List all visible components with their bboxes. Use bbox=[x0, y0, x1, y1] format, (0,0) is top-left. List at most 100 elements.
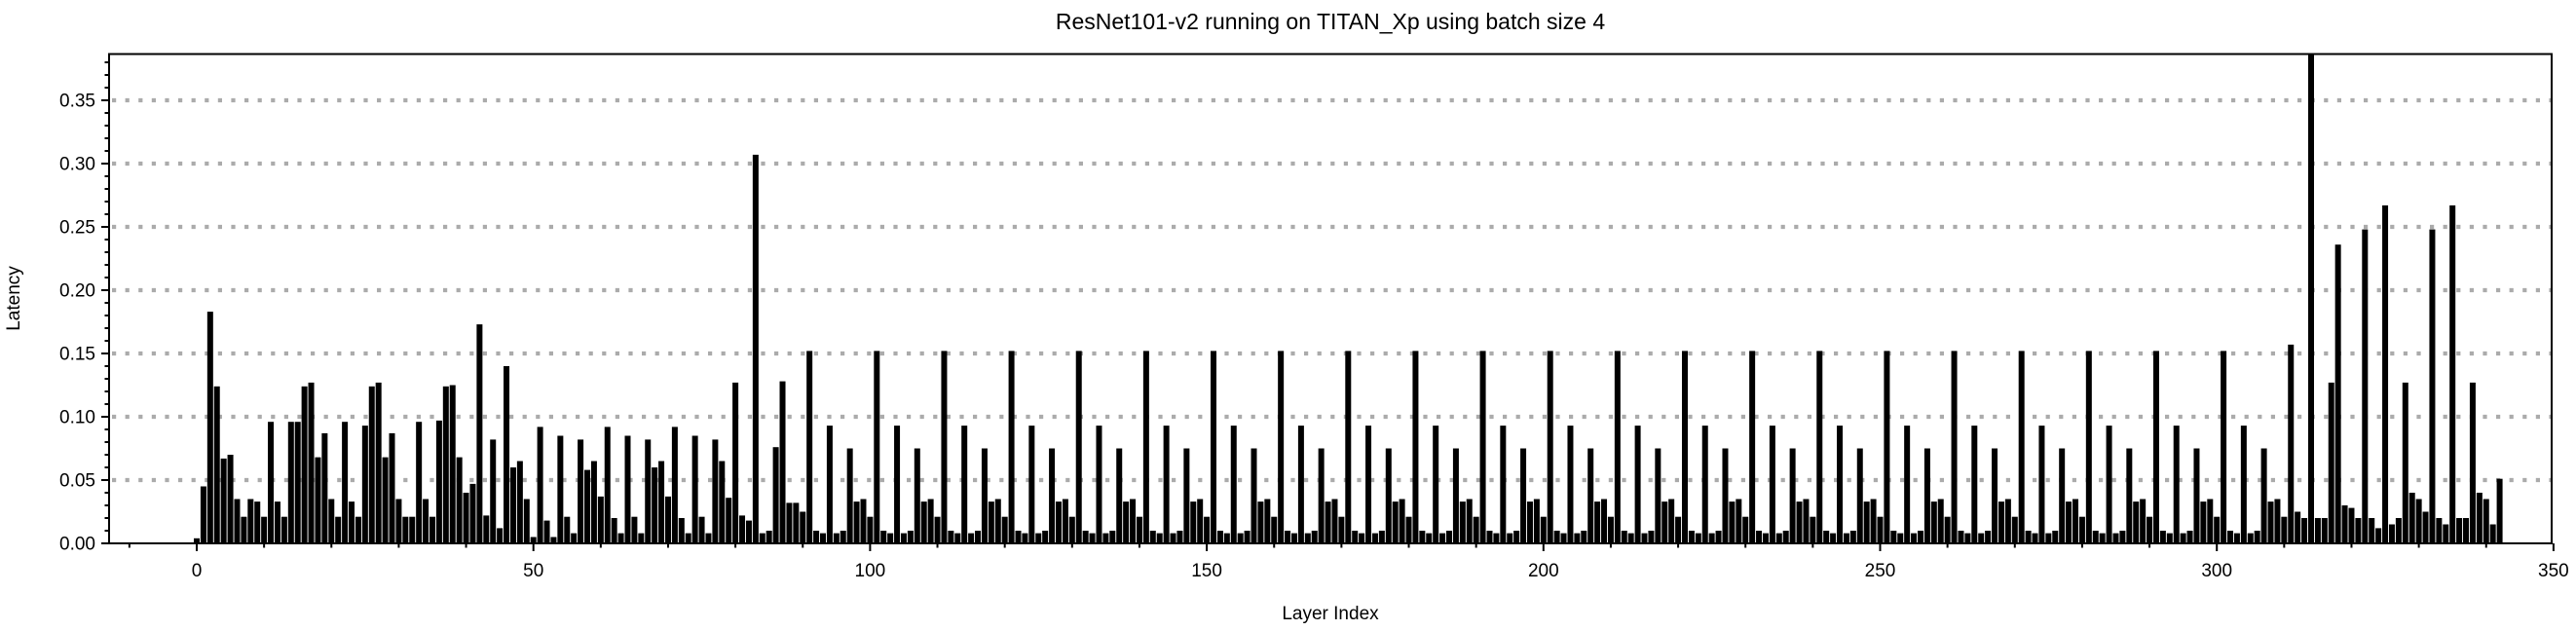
latency-bar bbox=[840, 531, 846, 543]
latency-bar bbox=[274, 501, 280, 543]
latency-bar bbox=[321, 432, 328, 543]
latency-bar bbox=[2334, 244, 2341, 543]
latency-bar bbox=[765, 531, 772, 543]
latency-bar bbox=[1964, 533, 1971, 543]
latency-bar bbox=[604, 427, 611, 543]
latency-bar bbox=[213, 386, 220, 543]
latency-bar bbox=[975, 531, 982, 543]
latency-bar bbox=[793, 502, 800, 543]
latency-bar bbox=[442, 386, 449, 543]
latency-bar bbox=[1216, 531, 1223, 543]
latency-bar bbox=[1075, 351, 1082, 543]
latency-bar bbox=[1170, 533, 1176, 543]
latency-bar bbox=[1264, 499, 1271, 543]
latency-bar bbox=[2489, 524, 2496, 543]
latency-bar bbox=[2395, 518, 2402, 543]
latency-bar bbox=[968, 533, 975, 543]
latency-bar bbox=[624, 435, 631, 543]
x-axis-label: Layer Index bbox=[1282, 604, 1379, 624]
latency-bar bbox=[1399, 499, 1405, 543]
latency-bar bbox=[1708, 533, 1715, 543]
x-tick-label: 250 bbox=[1865, 561, 1896, 581]
latency-bar bbox=[1479, 351, 1486, 543]
latency-bar bbox=[1290, 533, 1297, 543]
latency-bar bbox=[1513, 531, 1520, 543]
latency-bar bbox=[523, 499, 530, 543]
latency-bar bbox=[2281, 516, 2288, 543]
latency-bar bbox=[1149, 531, 1156, 543]
latency-bar bbox=[490, 439, 497, 543]
latency-bar bbox=[2443, 524, 2449, 543]
latency-bar bbox=[2449, 204, 2456, 543]
latency-bar bbox=[1890, 531, 1897, 543]
latency-bar bbox=[820, 533, 826, 543]
latency-bar bbox=[1695, 533, 1701, 543]
latency-bar bbox=[759, 533, 765, 543]
latency-bar bbox=[1951, 351, 1958, 543]
y-tick-label: 0.25 bbox=[59, 218, 95, 239]
latency-bar bbox=[361, 426, 368, 543]
latency-bar bbox=[961, 426, 968, 543]
latency-bar bbox=[456, 457, 463, 543]
latency-bar bbox=[389, 432, 395, 543]
latency-bar bbox=[1271, 516, 1278, 543]
latency-bar bbox=[1304, 533, 1311, 543]
latency-bar bbox=[611, 518, 617, 543]
latency-bar bbox=[1769, 426, 1775, 543]
latency-bar bbox=[1325, 501, 1331, 543]
latency-bar bbox=[1109, 531, 1116, 543]
latency-bar bbox=[254, 501, 261, 543]
latency-bar bbox=[1655, 448, 1661, 543]
latency-bar bbox=[658, 461, 665, 543]
latency-bar bbox=[483, 515, 490, 543]
latency-bar bbox=[1533, 499, 1540, 543]
latency-bar bbox=[2402, 382, 2408, 543]
latency-bar bbox=[1237, 533, 1244, 543]
latency-bar bbox=[2436, 518, 2443, 543]
latency-bar bbox=[1459, 501, 1466, 543]
latency-bar bbox=[2059, 448, 2066, 543]
latency-bar bbox=[1978, 533, 1985, 543]
latency-bar bbox=[516, 461, 523, 543]
latency-bar bbox=[2173, 426, 2180, 543]
latency-bar bbox=[867, 516, 874, 543]
latency-bar bbox=[1701, 426, 1708, 543]
latency-bar bbox=[268, 422, 275, 543]
latency-bar bbox=[880, 531, 887, 543]
latency-bar bbox=[994, 499, 1001, 543]
latency-bar bbox=[328, 499, 335, 543]
latency-bar bbox=[1176, 531, 1183, 543]
latency-bar bbox=[800, 511, 806, 543]
latency-bar bbox=[1762, 533, 1769, 543]
latency-bar bbox=[1810, 516, 1816, 543]
latency-bar bbox=[1560, 533, 1567, 543]
latency-bar bbox=[2254, 531, 2260, 543]
latency-bar bbox=[1634, 426, 1641, 543]
latency-bar bbox=[261, 516, 268, 543]
latency-bar bbox=[1816, 351, 1823, 543]
latency-bar bbox=[1183, 448, 1190, 543]
latency-bar bbox=[1992, 448, 1998, 543]
latency-bar bbox=[1008, 351, 1015, 543]
latency-bar bbox=[941, 351, 948, 543]
chart-title: ResNet101-v2 running on TITAN_Xp using b… bbox=[1056, 9, 1605, 34]
latency-bar bbox=[543, 520, 550, 543]
y-tick-label: 0.20 bbox=[59, 281, 95, 302]
y-tick-label: 0.15 bbox=[59, 345, 95, 365]
latency-bar bbox=[206, 312, 213, 543]
latency-bar bbox=[1607, 516, 1614, 543]
latency-bar bbox=[2247, 533, 2254, 543]
latency-bar bbox=[1843, 533, 1849, 543]
latency-bar bbox=[1574, 533, 1581, 543]
latency-bar bbox=[2106, 426, 2112, 543]
latency-bar bbox=[2078, 516, 2085, 543]
latency-bar bbox=[469, 483, 476, 543]
latency-bar bbox=[752, 154, 759, 543]
latency-bar bbox=[1190, 501, 1197, 543]
latency-bar bbox=[2193, 448, 2200, 543]
latency-bar bbox=[1426, 533, 1433, 543]
latency-bar bbox=[2018, 351, 2025, 543]
latency-bar bbox=[220, 458, 227, 543]
latency-bar bbox=[1937, 499, 1944, 543]
latency-bar bbox=[1116, 448, 1123, 543]
